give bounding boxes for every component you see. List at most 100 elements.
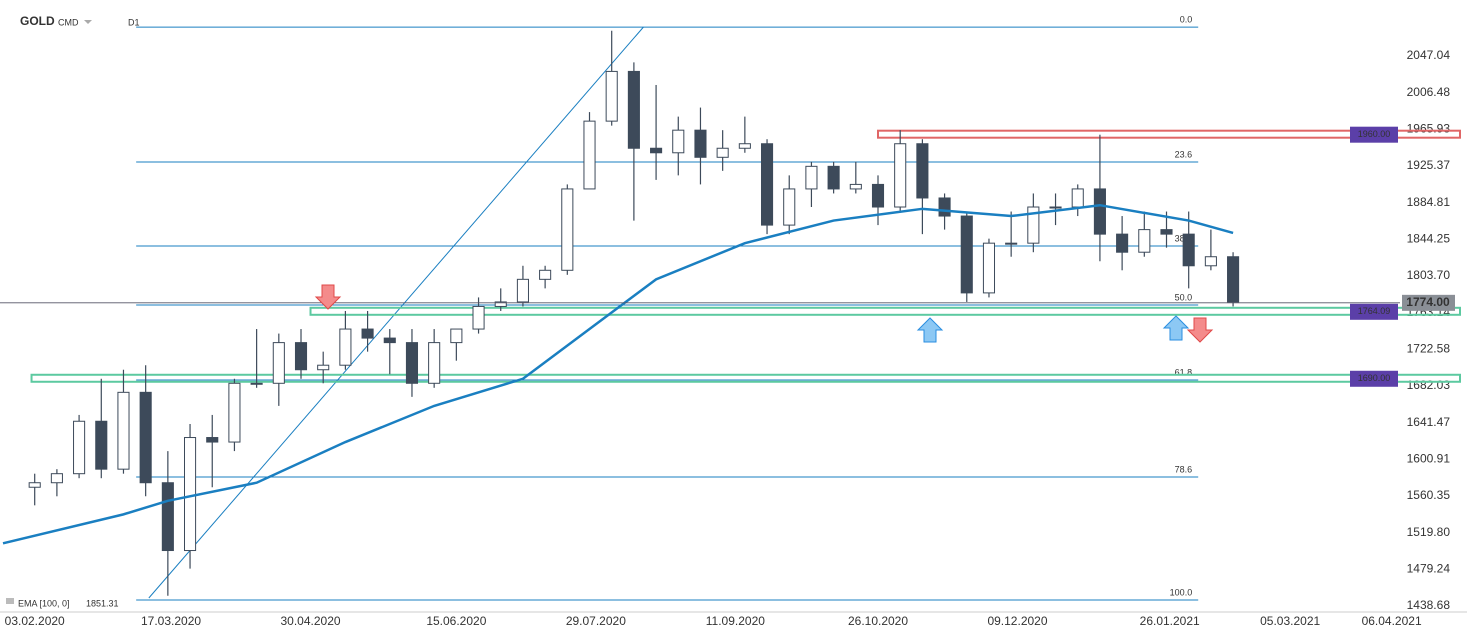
x-tick-label: 29.07.2020 <box>566 614 626 628</box>
y-tick-label: 1965.93 <box>1407 122 1451 136</box>
candle-body <box>50 473 63 484</box>
x-tick-label: 09.12.2020 <box>987 614 1047 628</box>
candle-body <box>1182 233 1195 267</box>
timeframe[interactable]: D1 <box>128 17 140 27</box>
level-tag <box>1350 303 1398 320</box>
y-tick-label: 1682.03 <box>1407 378 1451 392</box>
candle-body <box>894 143 907 208</box>
x-tick-label: 03.02.2020 <box>5 614 65 628</box>
candle-body <box>583 120 596 190</box>
candle-body <box>1093 188 1106 235</box>
trendline <box>148 26 644 599</box>
y-tick-label: 1600.91 <box>1407 451 1451 465</box>
y-tick-label: 1479.24 <box>1407 561 1451 575</box>
buy-arrow <box>916 317 944 343</box>
x-tick-label: 26.01.2021 <box>1140 614 1200 628</box>
x-tick-label: 30.04.2020 <box>280 614 340 628</box>
level-tag-label: 1690.00 <box>1358 373 1391 383</box>
y-tick-label: 1884.81 <box>1407 195 1451 209</box>
candle-body <box>161 482 174 552</box>
candle-body <box>805 165 818 190</box>
level-tag <box>1350 126 1398 143</box>
level-zone <box>30 373 1462 383</box>
symbol-class: CMD <box>58 17 79 27</box>
dropdown[interactable] <box>84 20 92 24</box>
candle-body <box>494 301 507 307</box>
level-tag-label: 1960.00 <box>1358 129 1391 139</box>
indicator-value: 1851.31 <box>86 598 119 608</box>
signal-arrows <box>314 284 1214 343</box>
candle-body <box>1204 256 1217 267</box>
buy-arrow <box>1162 315 1190 341</box>
candle-body <box>827 165 840 190</box>
candle-body <box>849 183 862 190</box>
level-tag <box>1350 370 1398 387</box>
candle-body <box>1138 229 1151 253</box>
candle-body <box>428 342 441 384</box>
candle-body <box>383 337 396 344</box>
indicator-name[interactable]: EMA [100, 0] <box>18 598 70 608</box>
candle-body <box>1116 233 1129 253</box>
candle-body <box>472 305 485 330</box>
fib-label: 23.6 <box>1175 149 1193 159</box>
candle-body <box>1027 206 1040 244</box>
y-tick-label: 1560.35 <box>1407 488 1451 502</box>
fib-label: 61.8 <box>1175 367 1193 377</box>
x-tick-label: 26.10.2020 <box>848 614 908 628</box>
candle-body <box>672 129 685 154</box>
candle-body <box>184 437 197 552</box>
candle-body <box>650 147 663 154</box>
fib-label: 50.0 <box>1175 292 1193 302</box>
candle-body <box>250 382 263 385</box>
level-zone <box>309 306 1461 316</box>
y-tick-label: 2006.48 <box>1407 85 1451 99</box>
candle-body <box>317 364 330 371</box>
sell-arrow <box>1186 317 1214 343</box>
candle-body <box>516 278 529 303</box>
fib-label: 78.6 <box>1175 464 1193 474</box>
candle-body <box>228 382 241 443</box>
candle-body <box>206 437 219 443</box>
candle-body <box>1005 242 1018 245</box>
candle-body <box>1160 229 1173 235</box>
candle-body <box>539 269 552 280</box>
candle-body <box>139 391 152 484</box>
candle-body <box>982 242 996 294</box>
candle-body <box>1227 256 1240 303</box>
candle-body <box>871 183 885 208</box>
y-tick-label: 2047.04 <box>1407 48 1451 62</box>
x-tick-label: 11.09.2020 <box>706 614 765 628</box>
level-zone <box>877 129 1461 139</box>
x-tick-label: 17.03.2020 <box>141 614 201 628</box>
candle-body <box>117 391 130 470</box>
candle-body <box>716 147 729 158</box>
candle-body <box>1049 206 1062 209</box>
y-tick-label: 1722.58 <box>1407 341 1451 355</box>
current-price-tag <box>1402 294 1455 311</box>
candle-body <box>73 420 86 475</box>
ema-line <box>2 203 1234 545</box>
candle-body <box>783 188 796 226</box>
x-tick-label: 06.04.2021 <box>1362 614 1422 628</box>
candle-body <box>95 420 108 470</box>
level-tag-label: 1764.09 <box>1358 306 1391 316</box>
candle-body <box>760 143 774 226</box>
candle-body <box>1071 188 1084 208</box>
candle-body <box>916 143 929 199</box>
candle-body <box>738 143 751 149</box>
y-tick-label: 1641.47 <box>1407 415 1451 429</box>
candle-body <box>28 482 41 488</box>
symbol[interactable]: GOLD <box>20 14 55 28</box>
candle-body <box>339 328 352 366</box>
candle-body <box>561 188 574 271</box>
y-tick-label: 1803.70 <box>1407 268 1451 282</box>
candle-body <box>694 129 707 158</box>
candle-body <box>405 342 419 384</box>
fib-label: 100.0 <box>1170 587 1193 597</box>
x-tick-label: 15.06.2020 <box>426 614 486 628</box>
indicator-icon[interactable] <box>6 598 14 604</box>
candle-body <box>960 215 973 294</box>
y-tick-label: 1844.25 <box>1407 232 1451 246</box>
